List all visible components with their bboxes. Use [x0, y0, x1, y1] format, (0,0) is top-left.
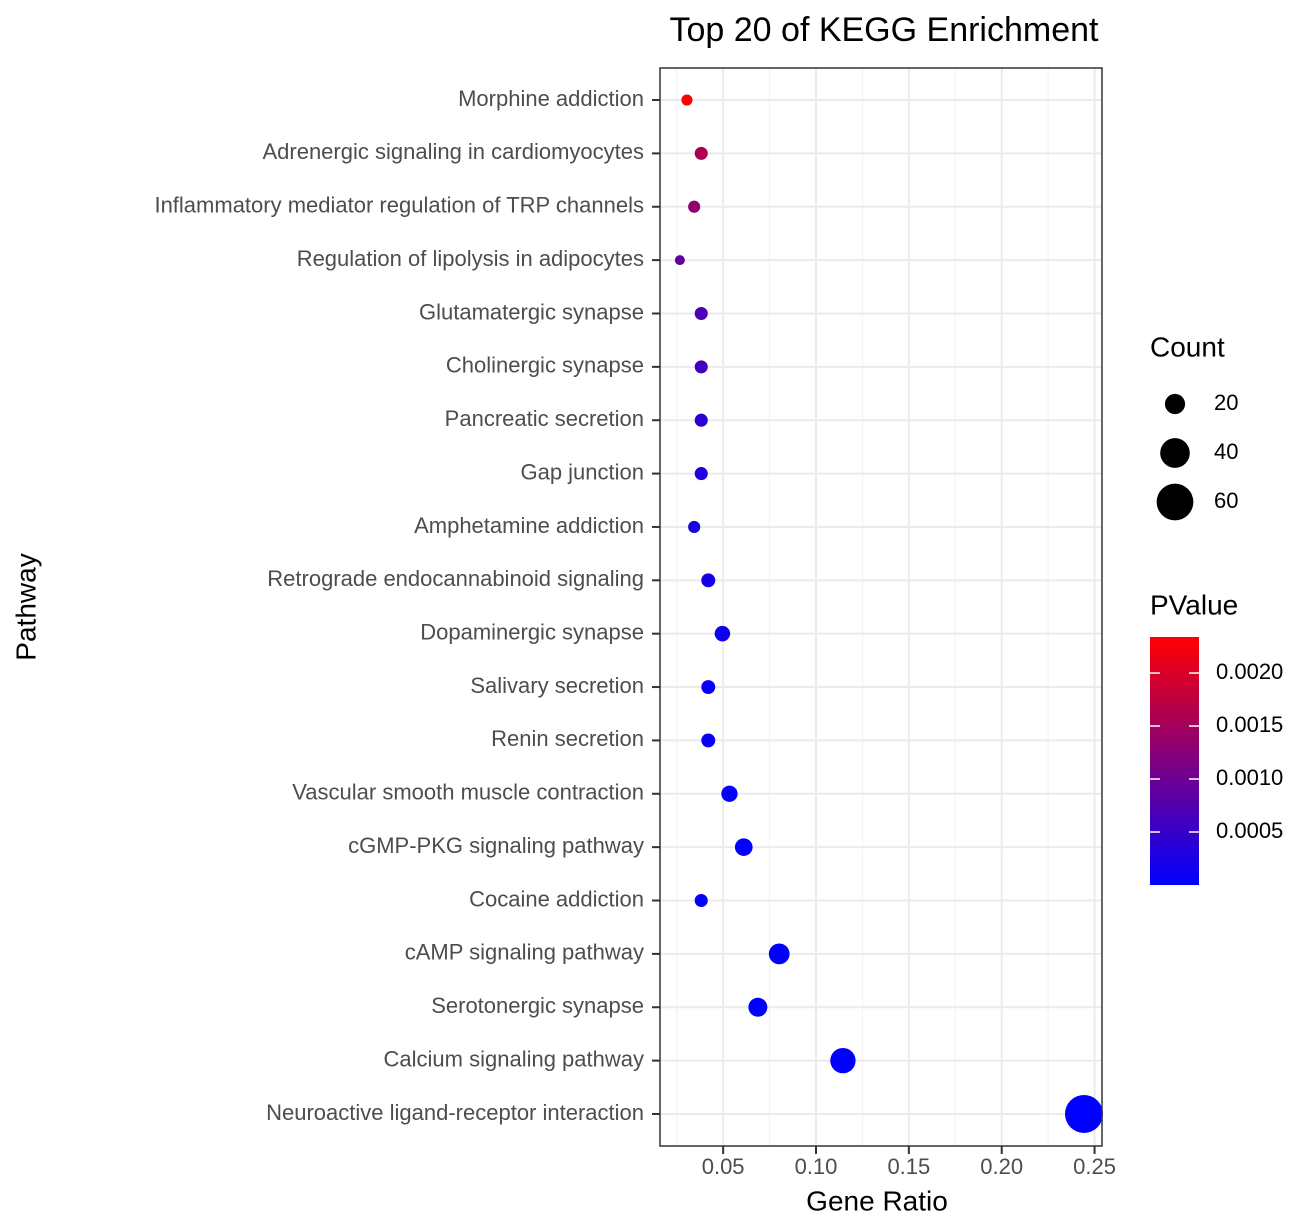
point	[701, 573, 716, 588]
y-tick-label: Cocaine addiction	[469, 886, 644, 911]
y-tick-label: Cholinergic synapse	[446, 353, 644, 378]
y-tick-label: Dopaminergic synapse	[420, 619, 644, 644]
y-tick-label: cAMP signaling pathway	[405, 940, 644, 965]
y-tick-label: Morphine addiction	[458, 86, 644, 111]
color-bar	[1150, 637, 1199, 885]
y-tick-label: Calcium signaling pathway	[384, 1046, 644, 1071]
point	[688, 200, 701, 213]
point	[694, 146, 708, 160]
point	[694, 413, 708, 427]
x-axis-label: Gene Ratio	[806, 1185, 948, 1216]
point	[701, 733, 716, 748]
color-bar-label: 0.0015	[1216, 712, 1283, 737]
point	[694, 893, 708, 908]
chart-title: Top 20 of KEGG Enrichment	[670, 11, 1100, 49]
y-axis-label: Pathway	[10, 553, 41, 660]
y-tick-label: Vascular smooth muscle contraction	[292, 780, 644, 805]
size-legend-key	[1160, 438, 1190, 468]
x-tick-label: 0.25	[1073, 1154, 1116, 1179]
y-tick-label: Inflammatory mediator regulation of TRP …	[154, 193, 644, 218]
point	[694, 360, 708, 374]
point	[1064, 1094, 1103, 1133]
size-legend-label: 60	[1214, 488, 1238, 513]
point	[688, 520, 701, 534]
point	[721, 785, 738, 802]
y-tick-label: Amphetamine addiction	[414, 513, 644, 538]
y-tick-label: Renin secretion	[491, 726, 644, 751]
size-legend-label: 20	[1214, 390, 1238, 415]
point	[674, 255, 685, 266]
y-tick-label: Salivary secretion	[470, 673, 644, 698]
x-tick-label: 0.05	[702, 1154, 745, 1179]
size-legend-key	[1164, 393, 1186, 415]
size-legend-title: Count	[1150, 331, 1225, 362]
y-tick-label: cGMP-PKG signaling pathway	[348, 833, 644, 858]
color-bar-label: 0.0010	[1216, 765, 1283, 790]
point	[694, 467, 708, 481]
color-bar-label: 0.0005	[1216, 818, 1283, 843]
y-tick-label: Gap junction	[520, 459, 644, 484]
point	[768, 943, 790, 965]
color-bar-label: 0.0020	[1216, 659, 1283, 684]
size-legend-key	[1156, 483, 1194, 521]
y-tick-label: Adrenergic signaling in cardiomyocytes	[262, 139, 644, 164]
y-tick-label: Retrograde endocannabinoid signaling	[267, 566, 644, 591]
plot-panel	[660, 68, 1102, 1146]
point	[701, 680, 716, 695]
y-tick-label: Pancreatic secretion	[445, 406, 644, 431]
point	[681, 94, 693, 106]
size-legend-label: 40	[1214, 439, 1238, 464]
panel-border	[659, 67, 1103, 1147]
color-legend-title: PValue	[1150, 589, 1238, 620]
point	[830, 1047, 856, 1074]
y-tick-label: Glutamatergic synapse	[419, 299, 644, 324]
y-tick-label: Neuroactive ligand-receptor interaction	[266, 1100, 644, 1125]
point	[748, 997, 768, 1017]
point	[734, 838, 753, 856]
x-tick-label: 0.20	[980, 1154, 1023, 1179]
x-tick-label: 0.10	[795, 1154, 838, 1179]
point	[694, 306, 708, 321]
y-tick-label: Serotonergic synapse	[431, 993, 644, 1018]
x-tick-label: 0.15	[887, 1154, 930, 1179]
point	[714, 625, 731, 642]
y-tick-label: Regulation of lipolysis in adipocytes	[297, 246, 644, 271]
